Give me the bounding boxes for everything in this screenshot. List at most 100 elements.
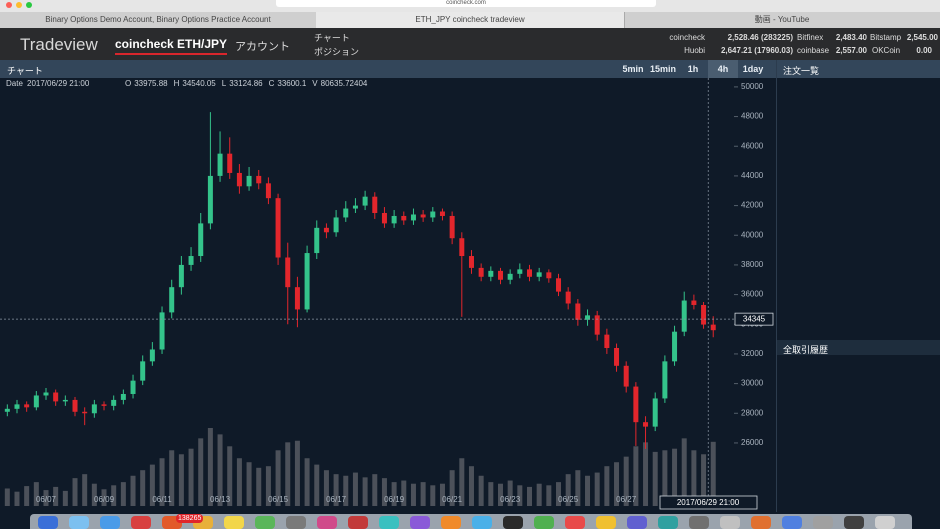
dock-icon[interactable] bbox=[38, 516, 58, 529]
dock-icon[interactable] bbox=[472, 516, 492, 529]
ticker-value: 2,483.40 bbox=[835, 33, 867, 42]
candle-body bbox=[672, 331, 678, 362]
interval-button[interactable]: 1h bbox=[687, 64, 699, 74]
chart-menu[interactable]: チャート bbox=[314, 33, 350, 43]
ticker-value: 2,528.46 (283225) bbox=[727, 33, 793, 42]
brand[interactable]: Tradeview bbox=[20, 35, 98, 54]
candle-body bbox=[53, 392, 59, 402]
tab[interactable]: ETH_JPY coincheck tradeview bbox=[316, 12, 625, 28]
y-tick-label: 28000 bbox=[741, 408, 764, 417]
dock-icon[interactable] bbox=[751, 516, 771, 529]
history-title[interactable]: 全取引履歴 bbox=[783, 345, 829, 355]
dock-icon[interactable] bbox=[565, 516, 585, 529]
info-label: V bbox=[312, 79, 318, 88]
y-tick-label: 40000 bbox=[741, 230, 764, 239]
tab-bar: Binary Options Demo Account, Binary Opti… bbox=[0, 12, 940, 29]
dock-icon[interactable] bbox=[689, 516, 709, 529]
x-tick-label: 06/27 bbox=[616, 495, 637, 504]
dock-icon[interactable] bbox=[658, 516, 678, 529]
candle-body bbox=[24, 404, 30, 408]
dock-icon[interactable] bbox=[503, 516, 523, 529]
y-tick-label: 46000 bbox=[741, 141, 764, 150]
dock-icon[interactable] bbox=[720, 516, 740, 529]
candle-body bbox=[323, 227, 329, 233]
crosshair-price: 34345 bbox=[743, 314, 766, 323]
candle-body bbox=[285, 257, 291, 288]
volume-bar bbox=[478, 475, 484, 506]
interval-button[interactable]: 15min bbox=[649, 64, 676, 74]
pair-tab[interactable]: coincheck ETH/JPY bbox=[115, 37, 228, 55]
tab[interactable]: Binary Options Demo Account, Binary Opti… bbox=[0, 12, 317, 28]
candle-body bbox=[256, 175, 262, 184]
volume-bar bbox=[43, 490, 49, 506]
interval-button[interactable]: 4h bbox=[708, 60, 738, 78]
min-dot[interactable] bbox=[16, 2, 22, 8]
y-tick-label: 32000 bbox=[741, 349, 764, 358]
dock-icon[interactable] bbox=[782, 516, 802, 529]
dock-icon[interactable] bbox=[224, 516, 244, 529]
candle-body bbox=[710, 324, 716, 331]
info-date-label: Date bbox=[6, 79, 23, 88]
candle-body bbox=[101, 404, 107, 406]
volume-bar bbox=[82, 474, 88, 506]
volume-bar bbox=[652, 451, 658, 506]
dock-icon[interactable] bbox=[813, 516, 833, 529]
crosshair-time: 2017/06/29 21:00 bbox=[677, 498, 740, 507]
dock-icon[interactable] bbox=[844, 516, 864, 529]
max-dot[interactable] bbox=[26, 2, 32, 8]
dock-icon[interactable] bbox=[317, 516, 337, 529]
orders-title[interactable]: 注文一覧 bbox=[783, 66, 820, 76]
ticker-value: 0.00 bbox=[916, 46, 932, 55]
tab[interactable]: 動画 - YouTube bbox=[624, 12, 940, 28]
candle-body bbox=[652, 398, 658, 427]
candle-body bbox=[701, 304, 707, 325]
dock-icon[interactable] bbox=[534, 516, 554, 529]
interval-button[interactable]: 1day bbox=[742, 64, 764, 74]
info-value: 80635.72404 bbox=[321, 79, 368, 88]
volume-bar bbox=[323, 470, 329, 506]
candle-body bbox=[420, 214, 426, 218]
volume-bar bbox=[439, 483, 445, 506]
dock-icon[interactable] bbox=[69, 516, 89, 529]
ticker-name: Bitstamp bbox=[870, 33, 902, 42]
volume-bar bbox=[391, 482, 397, 506]
close-dot[interactable] bbox=[6, 2, 12, 8]
info-value: 34540.05 bbox=[182, 79, 216, 88]
volume-bar bbox=[227, 446, 233, 506]
info-label: H bbox=[174, 79, 180, 88]
dock-icon[interactable] bbox=[410, 516, 430, 529]
url-bar[interactable]: coincheck.com bbox=[276, 0, 656, 7]
interval-button[interactable]: 5min bbox=[622, 64, 644, 74]
candle-body bbox=[681, 300, 687, 332]
volume-bar bbox=[594, 472, 600, 506]
candle-body bbox=[236, 172, 242, 187]
candle-body bbox=[207, 175, 213, 224]
volume-bar bbox=[352, 472, 358, 506]
volume-bar bbox=[111, 485, 117, 506]
candle-body bbox=[169, 287, 175, 313]
ticker-name: coincheck bbox=[669, 33, 705, 42]
dock-icon[interactable] bbox=[596, 516, 616, 529]
candle-body bbox=[14, 404, 20, 409]
volume-bar bbox=[507, 480, 513, 506]
candle-body bbox=[333, 217, 339, 233]
dock-icon[interactable] bbox=[379, 516, 399, 529]
dock-icon[interactable] bbox=[441, 516, 461, 529]
candle-body bbox=[488, 270, 494, 277]
position-menu[interactable]: ポジション bbox=[314, 47, 360, 57]
dock-icon[interactable] bbox=[875, 516, 895, 529]
candle-body bbox=[459, 238, 465, 257]
volume-bar bbox=[459, 458, 465, 506]
volume-bar bbox=[265, 466, 271, 506]
volume-bar bbox=[33, 482, 39, 506]
account-tab[interactable]: アカウント bbox=[235, 41, 290, 53]
volume-bar bbox=[381, 478, 387, 506]
price-label-box bbox=[734, 312, 774, 326]
dock-icon[interactable] bbox=[255, 516, 275, 529]
dock-icon[interactable] bbox=[100, 516, 120, 529]
dock-icon[interactable] bbox=[627, 516, 647, 529]
dock-icon[interactable] bbox=[348, 516, 368, 529]
dock-icon[interactable] bbox=[131, 516, 151, 529]
volume-bar bbox=[246, 462, 252, 506]
dock-icon[interactable] bbox=[286, 516, 306, 529]
